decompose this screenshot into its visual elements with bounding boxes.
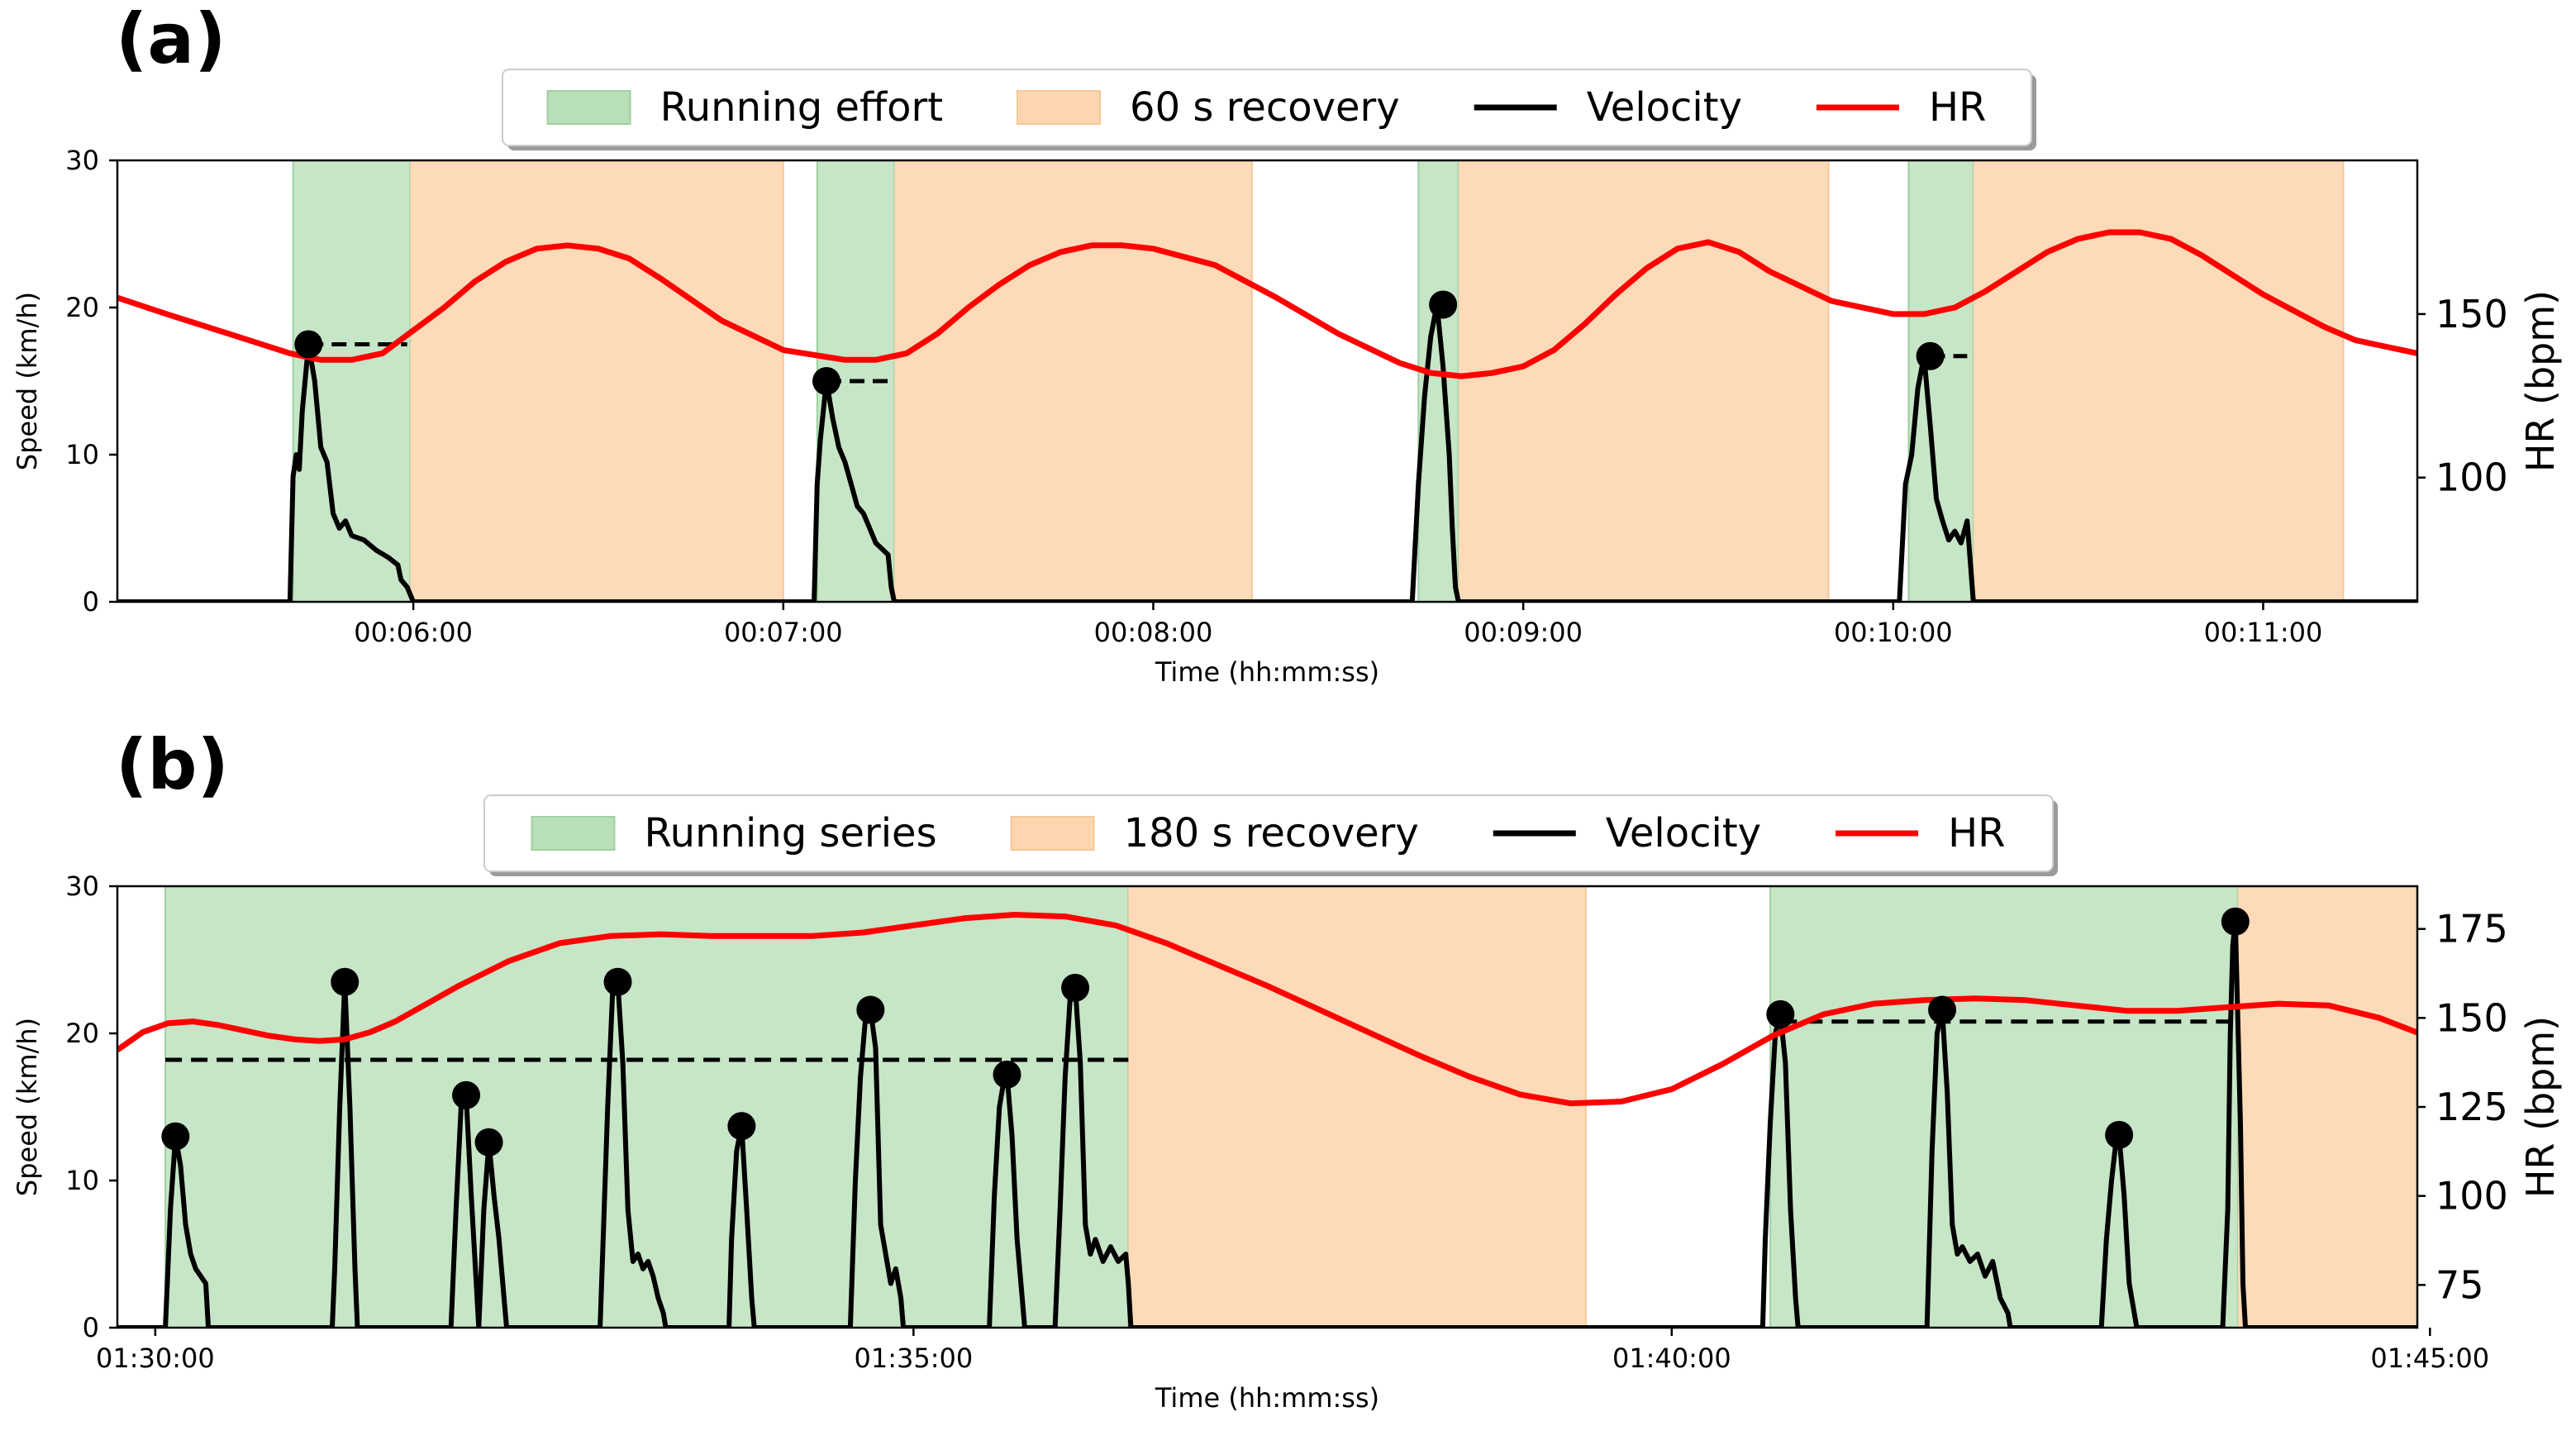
x-tick-label: 01:40:00 <box>1612 1343 1731 1374</box>
hr-line <box>117 912 2417 1107</box>
x-tick-label: 00:09:00 <box>1464 617 1583 648</box>
legend-box <box>502 69 2032 146</box>
y-axis-title: Speed (km/h) <box>12 1018 43 1196</box>
x-tick-label: 00:10:00 <box>1834 617 1953 648</box>
y-tick-label: 10 <box>65 439 99 470</box>
recovery-band-2 <box>894 160 1252 602</box>
legend-box <box>483 794 2054 872</box>
peak-marker-4 <box>474 1128 503 1157</box>
hr-tick-label: 75 <box>2436 1262 2484 1307</box>
velocity-line <box>117 302 2417 602</box>
y-tick-label: 30 <box>65 145 99 176</box>
y-tick-label: 0 <box>83 1312 99 1343</box>
peak-marker-3 <box>1429 290 1458 319</box>
legend-effort-swatch <box>531 816 616 851</box>
recovery-band-2 <box>2237 886 2417 1328</box>
recovery-band-1 <box>1128 886 1586 1328</box>
x-tick-label: 00:07:00 <box>724 617 843 648</box>
panel-a: 00:06:00 00:07:00 00:08:00 00:09:00 00:10:00… <box>12 0 2563 688</box>
hr-axis-title: HR (bpm) <box>2518 1016 2563 1198</box>
legend-label: Velocity <box>1606 810 1761 856</box>
x-tick-label: 01:30:00 <box>96 1343 215 1374</box>
x-tick-label: 00:06:00 <box>354 617 473 648</box>
effort-band-1 <box>165 886 1129 1328</box>
x-axis-title: Time (hh:mm:ss) <box>1155 1382 1379 1414</box>
peak-marker-7 <box>856 995 885 1024</box>
peak-marker-1 <box>161 1122 190 1151</box>
hr-tick-label: 175 <box>2436 907 2508 952</box>
legend-label: Running effort <box>660 84 943 131</box>
y-tick-label: 0 <box>83 586 99 618</box>
x-tick-label: 00:08:00 <box>1094 617 1213 648</box>
legend-recovery-swatch <box>1017 90 1102 125</box>
peak-marker-6 <box>727 1112 756 1141</box>
legend: Running series 180 s recovery Velocity HR <box>483 794 2058 876</box>
legend-label: 180 s recovery <box>1124 810 1419 856</box>
legend-label: HR <box>1948 810 2005 856</box>
legend-label: Running series <box>644 810 936 856</box>
legend-recovery-swatch <box>1010 816 1095 851</box>
peak-marker-3 <box>452 1080 481 1109</box>
hr-tick-label: 125 <box>2436 1085 2508 1129</box>
hr-tick-label: 150 <box>2436 292 2508 336</box>
panel-b: 01:30:00 01:35:00 01:40:00 01:45:00 Time (hh… <box>12 724 2563 1414</box>
y-tick-label: 20 <box>65 292 99 323</box>
x-tick-label: 01:35:00 <box>854 1343 973 1374</box>
peak-marker-8 <box>993 1060 1021 1089</box>
hr-axis-title: HR (bpm) <box>2518 290 2563 472</box>
peak-marker-13 <box>2221 907 2250 936</box>
x-tick-label: 01:45:00 <box>2370 1343 2489 1374</box>
peak-marker-2 <box>331 967 359 996</box>
recovery-band-1 <box>410 160 783 602</box>
y-tick-label: 10 <box>65 1165 99 1196</box>
x-tick-label: 00:11:00 <box>2204 617 2323 648</box>
legend-label: Velocity <box>1587 84 1742 131</box>
hr-tick-label: 150 <box>2436 995 2508 1040</box>
peak-marker-11 <box>1928 995 1957 1024</box>
panel-label: (a) <box>116 0 226 79</box>
legend-effort-swatch <box>546 90 631 125</box>
panel-label: (b) <box>116 724 229 805</box>
effort-band-2 <box>1770 886 2238 1328</box>
hr-line <box>117 229 2417 379</box>
hr-tick-label: 100 <box>2436 456 2508 500</box>
peak-marker-12 <box>2105 1120 2134 1149</box>
y-tick-label: 30 <box>65 871 99 902</box>
peak-marker-5 <box>603 967 632 996</box>
legend: Running effort 60 s recovery Velocity HR <box>502 69 2036 150</box>
legend-label: 60 s recovery <box>1130 84 1400 131</box>
peak-marker-1 <box>294 330 323 359</box>
x-axis-title: Time (hh:mm:ss) <box>1155 656 1379 688</box>
recovery-band-3 <box>1458 160 1829 602</box>
peak-marker-4 <box>1916 341 1945 370</box>
peak-marker-10 <box>1766 999 1795 1028</box>
y-tick-label: 20 <box>65 1018 99 1049</box>
hr-tick-label: 100 <box>2436 1174 2508 1219</box>
peak-marker-2 <box>812 367 841 395</box>
recovery-band-4 <box>1973 160 2344 602</box>
y-axis-title: Speed (km/h) <box>12 292 43 470</box>
legend-label: HR <box>1929 84 1986 131</box>
plot-frame <box>116 159 2419 603</box>
peak-marker-9 <box>1061 973 1090 1002</box>
